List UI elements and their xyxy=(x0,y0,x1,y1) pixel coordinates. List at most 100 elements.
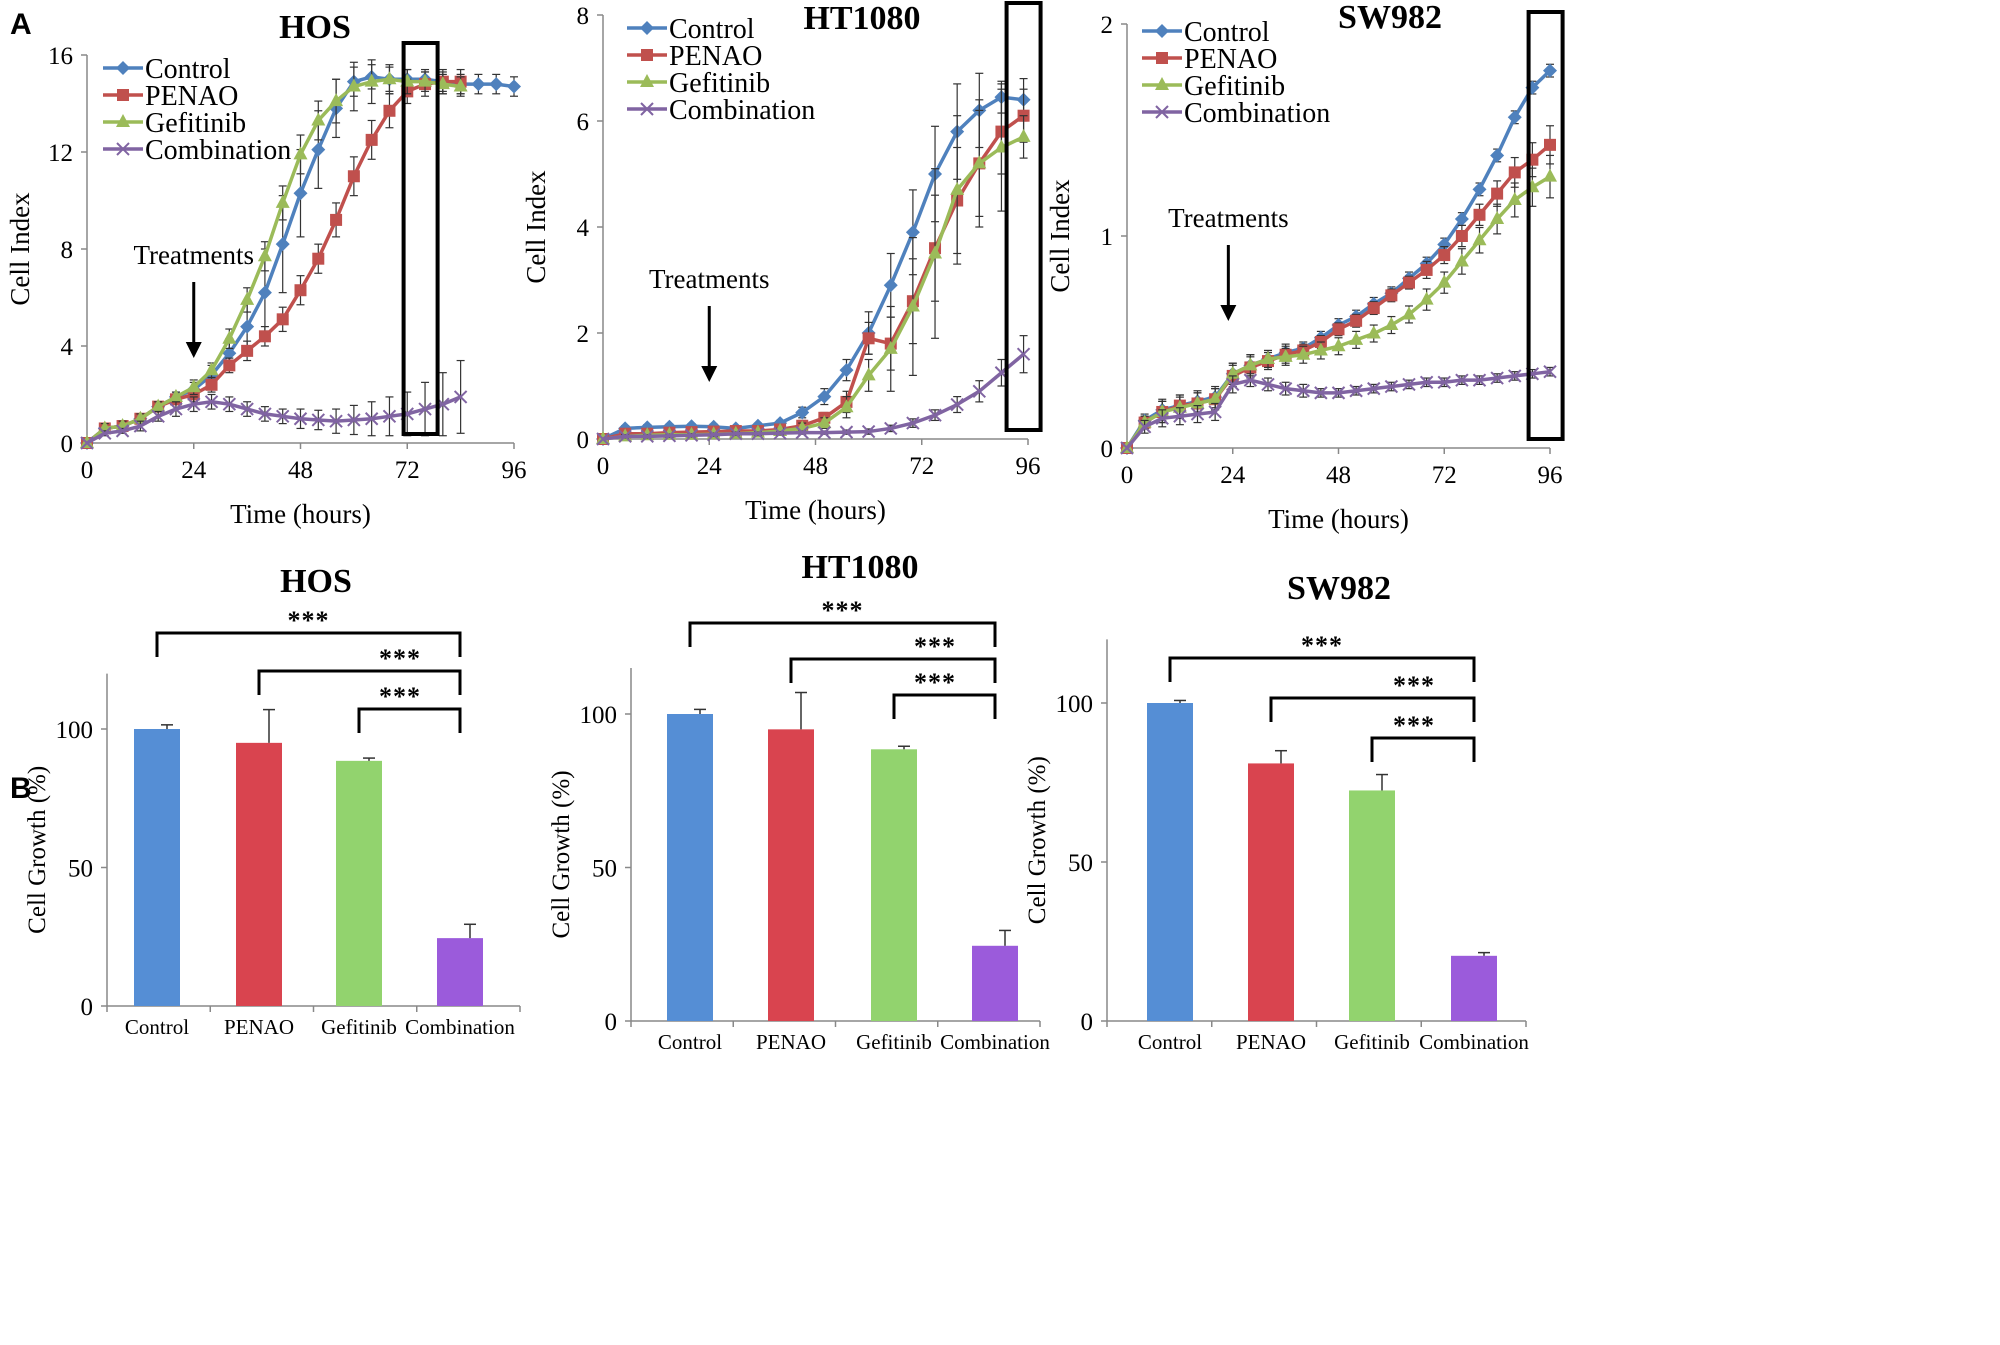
series-gefitinib xyxy=(80,59,468,448)
series-control xyxy=(596,72,1031,446)
treatments-label: Treatments xyxy=(134,240,255,270)
data-point xyxy=(1332,323,1345,336)
x-tick-label: 24 xyxy=(1220,462,1246,489)
y-tick-label: 6 xyxy=(577,109,590,136)
bracket-line xyxy=(789,657,997,683)
bar-combination xyxy=(437,923,483,1006)
y-tick-label: 0 xyxy=(577,427,590,454)
significance-bracket: *** xyxy=(789,632,997,683)
data-point xyxy=(453,390,468,404)
significance-label: *** xyxy=(822,596,864,625)
significance-bracket: *** xyxy=(1168,631,1476,682)
data-point xyxy=(972,384,987,399)
x-tick-label: 24 xyxy=(697,453,723,480)
data-point-stroke xyxy=(1208,405,1222,419)
chart-title: SW982 xyxy=(1338,0,1442,36)
data-point xyxy=(1403,276,1415,289)
legend-marker xyxy=(640,21,654,35)
data-point xyxy=(257,248,272,262)
category-label: PENAO xyxy=(756,1030,826,1054)
data-point-stroke xyxy=(906,416,920,430)
data-point xyxy=(1472,373,1487,387)
legend-item-combination: Combination xyxy=(103,135,291,166)
legend-marker xyxy=(117,89,129,101)
data-point-stroke xyxy=(1278,381,1293,396)
bracket-line xyxy=(155,631,462,657)
data-point-stroke xyxy=(1243,373,1258,387)
chart-title: HOS xyxy=(280,563,352,600)
bar-penao xyxy=(768,691,814,1021)
data-point xyxy=(1367,381,1381,396)
data-point xyxy=(257,285,272,300)
legend-label: PENAO xyxy=(1184,44,1277,75)
data-point-stroke xyxy=(839,425,854,439)
legend-item-control: Control xyxy=(1142,17,1270,48)
data-point xyxy=(1243,357,1258,371)
legend-marker-stroke xyxy=(640,102,654,116)
bar-chart-sw982: SW982 0 50 100 Cell Growth (%) Control PENAO Ge… xyxy=(1024,570,1529,1054)
category-label: Combination xyxy=(1419,1030,1529,1054)
series-line xyxy=(86,395,462,445)
data-point xyxy=(1367,302,1380,315)
category-label: Gefitinib xyxy=(856,1030,932,1054)
data-point xyxy=(1278,348,1293,362)
y-axis-label: Cell Growth (%) xyxy=(1024,756,1051,924)
legend-label: Control xyxy=(669,14,755,45)
data-point xyxy=(1349,331,1364,345)
y-tick-label: 1 xyxy=(1101,224,1114,251)
data-point xyxy=(1472,232,1487,246)
legend-label: Control xyxy=(1184,17,1270,48)
data-point xyxy=(293,146,308,160)
y-tick-label: 50 xyxy=(1068,850,1093,877)
legend-item-combination: Combination xyxy=(1142,98,1330,129)
legend-label: Combination xyxy=(145,135,291,166)
data-point-stroke xyxy=(1543,364,1557,379)
legend-item-control: Control xyxy=(103,54,231,85)
data-point xyxy=(222,330,237,344)
data-point xyxy=(1208,391,1223,405)
y-tick-label: 100 xyxy=(1056,691,1094,718)
x-tick-label: 0 xyxy=(81,457,94,484)
data-point xyxy=(1243,373,1258,387)
data-point xyxy=(839,399,854,413)
x-tick-label: 72 xyxy=(909,453,934,480)
x-tick-label: 0 xyxy=(1121,462,1134,489)
data-point xyxy=(418,402,432,416)
data-point xyxy=(839,363,854,378)
data-point xyxy=(1296,346,1311,360)
category-label: PENAO xyxy=(1236,1030,1306,1054)
data-point xyxy=(347,413,361,427)
data-point xyxy=(795,425,809,440)
y-tick-label: 0 xyxy=(61,431,74,458)
data-point-stroke xyxy=(1419,375,1434,389)
bracket-line xyxy=(688,621,997,647)
data-point-stroke xyxy=(640,429,654,444)
significance-label: *** xyxy=(1393,671,1435,700)
data-point xyxy=(795,405,810,420)
significance-label: *** xyxy=(1301,631,1343,660)
data-point-stroke xyxy=(817,425,832,440)
chart-title: HT1080 xyxy=(803,0,920,37)
data-point xyxy=(1366,325,1381,339)
data-point-stroke xyxy=(1472,373,1487,387)
data-point xyxy=(115,424,130,438)
y-tick-label: 8 xyxy=(61,237,74,264)
x-tick-label: 0 xyxy=(597,453,610,480)
bar xyxy=(1349,790,1395,1021)
data-point xyxy=(1438,249,1451,262)
data-point xyxy=(905,298,920,312)
data-point xyxy=(883,278,898,293)
y-tick-label: 4 xyxy=(61,334,74,361)
legend-marker xyxy=(640,102,654,116)
data-point xyxy=(884,421,898,436)
y-tick-label: 0 xyxy=(1101,436,1114,463)
y-axis-label: Cell Index xyxy=(1045,179,1075,293)
data-point xyxy=(972,155,987,169)
data-point-stroke xyxy=(950,397,964,412)
y-tick-label: 8 xyxy=(577,3,590,30)
significance-label: *** xyxy=(914,632,956,661)
series-line xyxy=(85,77,461,445)
significance-bracket: *** xyxy=(155,606,462,657)
data-point-stroke xyxy=(258,407,272,421)
data-point xyxy=(1544,138,1556,151)
